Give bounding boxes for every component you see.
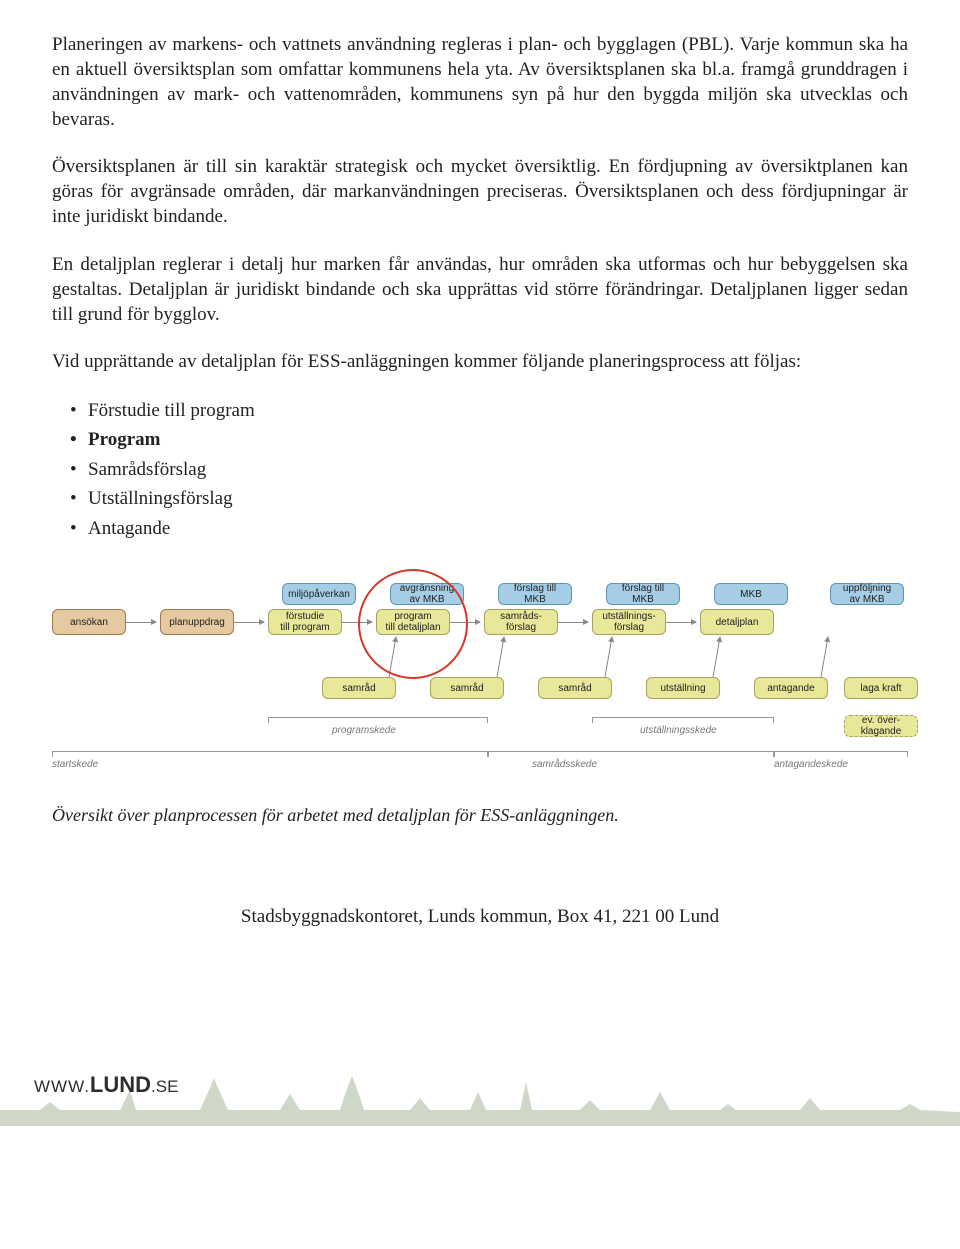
arrow [126, 622, 156, 623]
page-footer: WWW.LUND.SE [0, 1048, 960, 1126]
diagram-node: samråd [430, 677, 504, 699]
paragraph-4: Vid upprättande av detaljplan för ESS-an… [52, 349, 908, 374]
paragraph-1: Planeringen av markens- och vattnets anv… [52, 32, 908, 132]
list-item-3: Samrådsförslag [74, 455, 908, 484]
diagram-caption: Översikt över planprocessen för arbetet … [52, 805, 908, 826]
diagram-node: laga kraft [844, 677, 918, 699]
process-diagram: miljöpåverkanavgränsning av MKBförslag t… [52, 569, 908, 799]
diagram-node: MKB [714, 583, 788, 605]
diagram-node: förslag till MKB [498, 583, 572, 605]
arrow [234, 622, 264, 623]
diagram-node: antagande [754, 677, 828, 699]
phase-bracket [488, 751, 774, 757]
diagram-node: planuppdrag [160, 609, 234, 635]
list-item-2: Program [74, 425, 908, 454]
highlight-circle [358, 569, 468, 679]
diagram-node: samråds- förslag [484, 609, 558, 635]
diagram-node: ansökan [52, 609, 126, 635]
diagram-node: förstudie till program [268, 609, 342, 635]
phase-bracket [774, 751, 908, 757]
diagram-node: samråd [322, 677, 396, 699]
list-item-5: Antagande [74, 514, 908, 543]
diagram-node: detaljplan [700, 609, 774, 635]
footer-address: Stadsbyggnadskontoret, Lunds kommun, Box… [52, 906, 908, 928]
diagram-node: utställnings- förslag [592, 609, 666, 635]
diagram-node: förslag till MKB [606, 583, 680, 605]
arrow [558, 622, 588, 623]
diagram-node: uppföljning av MKB [830, 583, 904, 605]
paragraph-2: Översiktsplanen är till sin karaktär str… [52, 154, 908, 229]
diagram-node: ev. över- klagande [844, 715, 918, 737]
paragraph-3: En detaljplan reglerar i detalj hur mark… [52, 252, 908, 327]
diagram-node: samråd [538, 677, 612, 699]
phase-label: utställningsskede [640, 725, 717, 736]
logo-main: LUND [90, 1072, 151, 1097]
phase-label: programskede [332, 725, 396, 736]
list-item-1: Förstudie till program [74, 396, 908, 425]
logo-www: WWW. [34, 1077, 90, 1096]
phase-bracket [592, 717, 774, 723]
phase-label: samrådsskede [532, 759, 597, 770]
diagram-node: miljöpåverkan [282, 583, 356, 605]
lund-logo: WWW.LUND.SE [34, 1072, 178, 1098]
phase-bracket [52, 751, 488, 757]
phase-label: antagandeskede [774, 759, 848, 770]
phase-bracket [268, 717, 488, 723]
diagram-node: utställning [646, 677, 720, 699]
list-item-4: Utställningsförslag [74, 484, 908, 513]
process-list: Förstudie till program Program Samrådsfö… [52, 396, 908, 543]
logo-se: .SE [151, 1077, 178, 1096]
arrow [666, 622, 696, 623]
phase-label: startskede [52, 759, 98, 770]
